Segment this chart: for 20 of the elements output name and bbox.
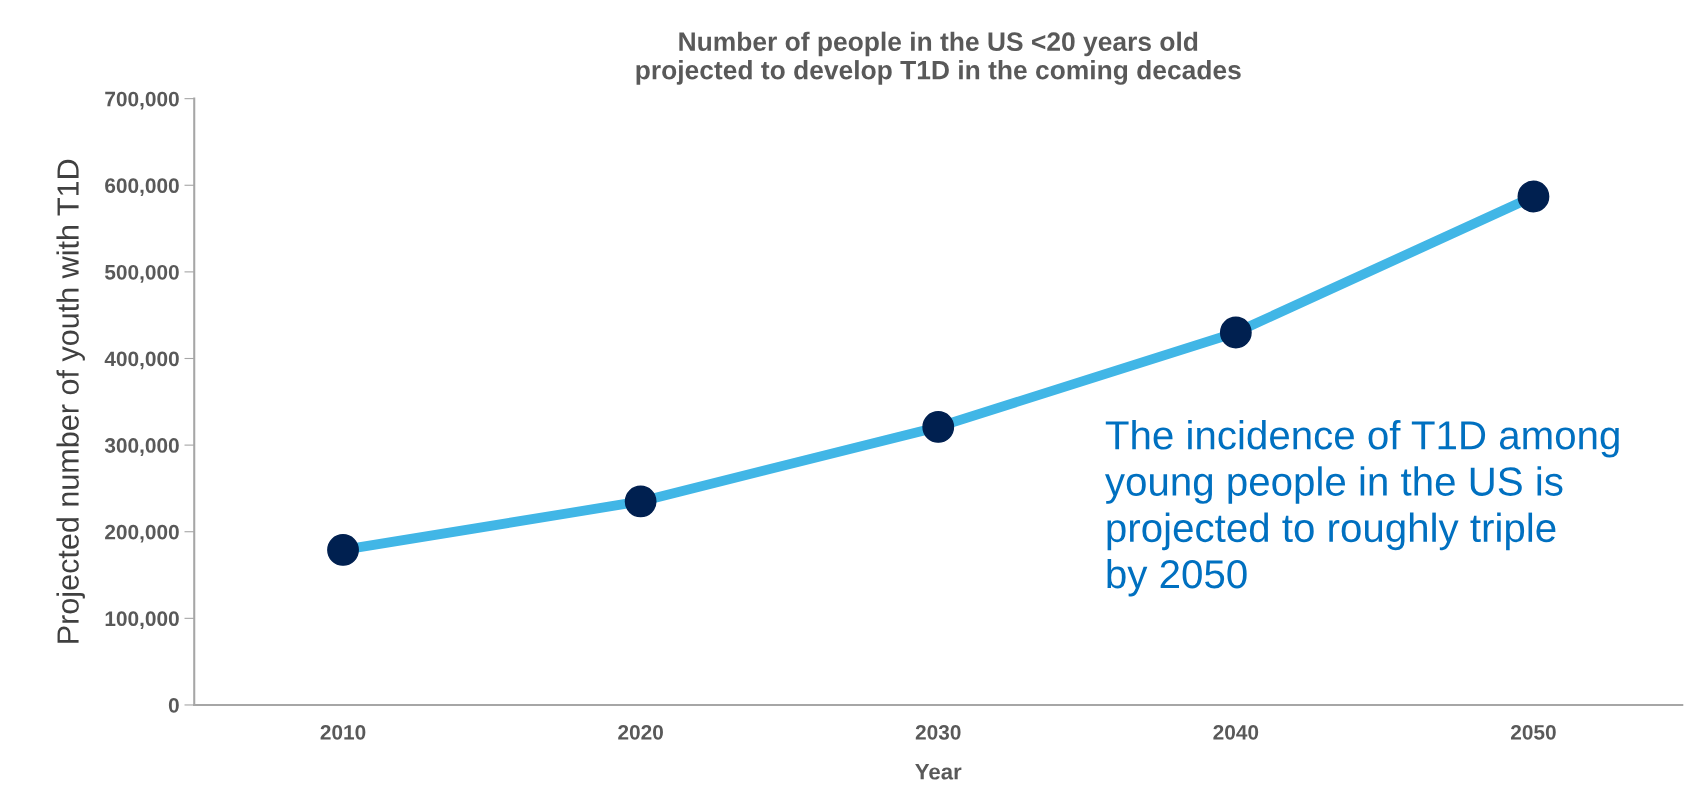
- y-axis-title: Projected number of youth with T1D: [56, 159, 85, 643]
- x-tick-label: 2010: [320, 724, 366, 740]
- point: [327, 534, 359, 566]
- y-tick-label: 200,000: [105, 524, 179, 543]
- point: [1517, 180, 1550, 213]
- x-tick-label: 2020: [618, 724, 663, 740]
- x-tick-label: 2040: [1213, 724, 1259, 740]
- x-tick-label: 2030: [915, 724, 961, 740]
- y-tick-label: 600,000: [105, 178, 179, 197]
- point: [624, 485, 657, 518]
- x-tick-label: 2050: [1511, 724, 1556, 740]
- x-axis-title: Year: [915, 764, 962, 780]
- annotation: The incidence of T1D among young people in the US is projected to roughly triple by 2050: [1105, 419, 1619, 597]
- y-tick-label: 300,000: [104, 438, 179, 456]
- y-tick-label: 400,000: [104, 351, 179, 370]
- chart-title: Number of people in the US <20 years old projected to develop T1D in the coming decades: [636, 31, 1241, 85]
- y-tick-label: 500,000: [104, 264, 179, 283]
- y-tick-label: 0: [168, 697, 179, 713]
- y-tick-label: 100,000: [105, 611, 179, 630]
- y-tick-label: 700,000: [105, 91, 179, 110]
